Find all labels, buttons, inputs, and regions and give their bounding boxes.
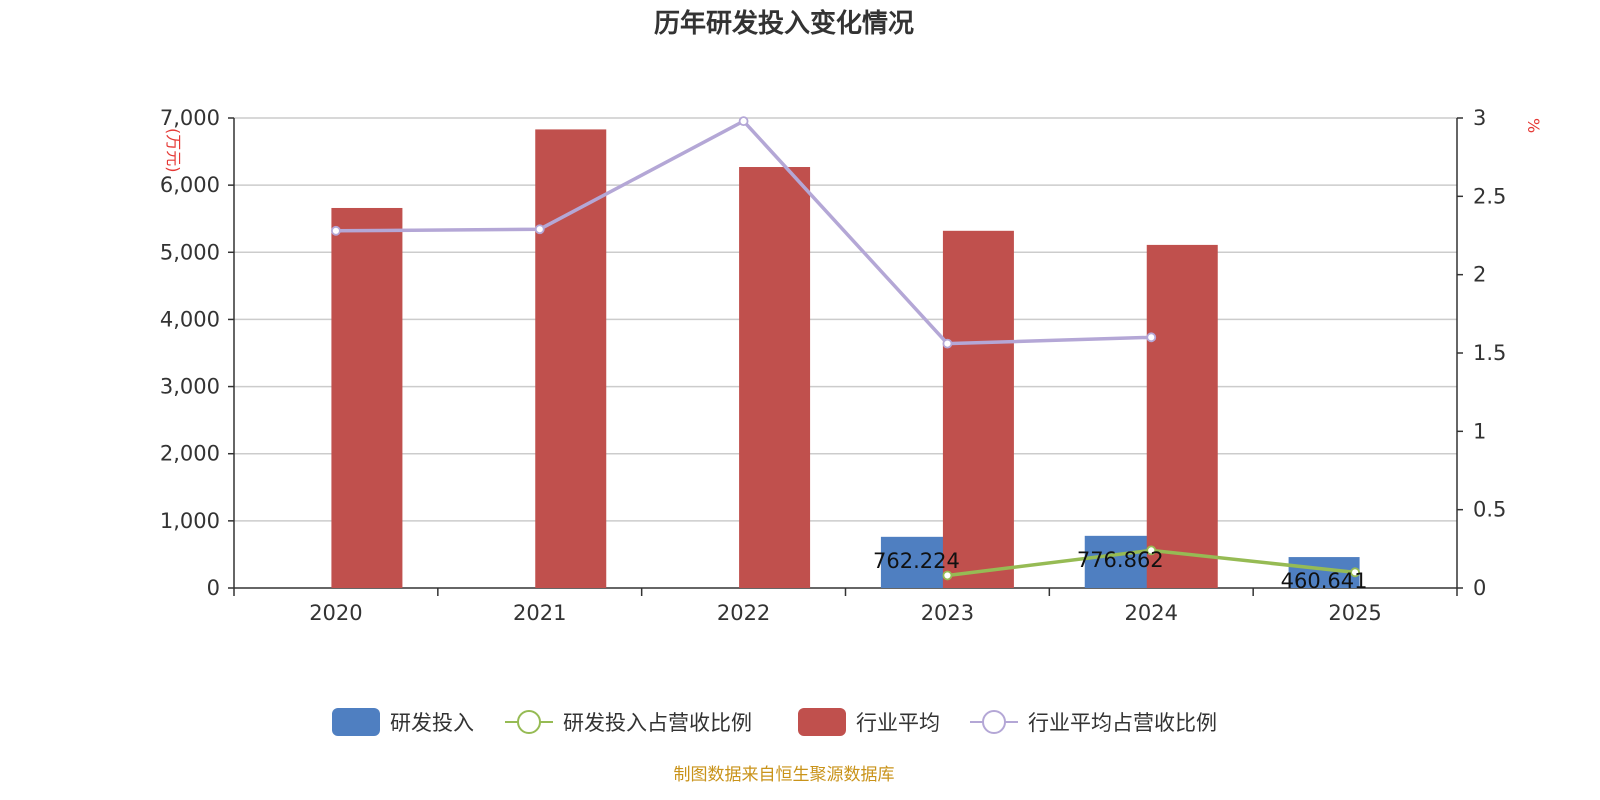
legend-label: 行业平均占营收比例 [1028, 711, 1217, 735]
line-point [1146, 332, 1157, 343]
right-tick-label: 2.5 [1473, 184, 1506, 208]
grid-lines [234, 117, 1457, 522]
x-tick-label: 2024 [1125, 601, 1178, 625]
x-tick-label: 2025 [1328, 601, 1381, 625]
bar-industry-average [739, 167, 811, 588]
left-tick-label: 5,000 [160, 240, 220, 264]
x-tick-label: 2022 [717, 601, 770, 625]
legend-label: 行业平均 [856, 711, 940, 735]
lines [331, 116, 1360, 581]
bar-industry-average [331, 207, 403, 588]
source-note: 制图数据来自恒生聚源数据库 [674, 765, 895, 785]
bar-industry-average [535, 129, 607, 588]
left-axis-unit: (万元) [164, 128, 183, 173]
bar-industry-average [1146, 244, 1218, 588]
left-tick-label: 1,000 [160, 509, 220, 533]
bar-rd-investment [880, 536, 952, 588]
left-tick-label: 7,000 [160, 106, 220, 130]
legend-swatch-marker [517, 710, 541, 734]
data-labels: 762.224 776.862 460.641 [873, 548, 1368, 593]
right-tick-label: 0.5 [1473, 498, 1506, 522]
bar-data-label: 762.224 [873, 549, 960, 573]
line-point [738, 116, 749, 127]
right-axis-unit: % [1524, 118, 1543, 133]
legend: 研发投入 研发投入占营收比例 行业平均 行业平均占营收比例 [332, 708, 1217, 736]
legend-swatch-marker [982, 710, 1006, 734]
bars [331, 129, 1360, 589]
chart-title: 历年研发投入变化情况 [654, 8, 914, 39]
x-tick-label: 2020 [309, 601, 362, 625]
bar-data-label: 460.641 [1281, 569, 1368, 593]
legend-swatch [332, 708, 380, 736]
left-tick-label: 2,000 [160, 442, 220, 466]
right-tick-label: 1 [1473, 419, 1486, 443]
left-tick-label: 0 [207, 576, 220, 600]
line-point [942, 570, 953, 581]
axes: 0 1,000 2,000 3,000 4,000 5,000 6,000 7,000 0 0.5… [160, 106, 1507, 625]
line-point [1146, 545, 1157, 556]
right-tick-label: 3 [1473, 106, 1486, 130]
line-point [534, 224, 545, 235]
left-tick-label: 6,000 [160, 173, 220, 197]
line-point [331, 225, 341, 236]
x-tick-label: 2023 [921, 601, 974, 625]
bar-rd-investment [1084, 535, 1156, 588]
right-tick-label: 0 [1473, 576, 1486, 600]
line-point [942, 338, 953, 349]
right-tick-label: 1.5 [1473, 341, 1506, 365]
left-tick-label: 3,000 [160, 375, 220, 399]
legend-label: 研发投入 [390, 711, 474, 735]
bar-data-label: 776.862 [1077, 548, 1164, 572]
line-point [1350, 567, 1360, 578]
legend-label: 研发投入占营收比例 [563, 711, 752, 735]
left-tick-label: 4,000 [160, 307, 220, 331]
legend-swatch [798, 708, 846, 736]
x-tick-label: 2021 [513, 601, 566, 625]
bar-industry-average [942, 230, 1014, 589]
right-tick-label: 2 [1473, 263, 1486, 287]
